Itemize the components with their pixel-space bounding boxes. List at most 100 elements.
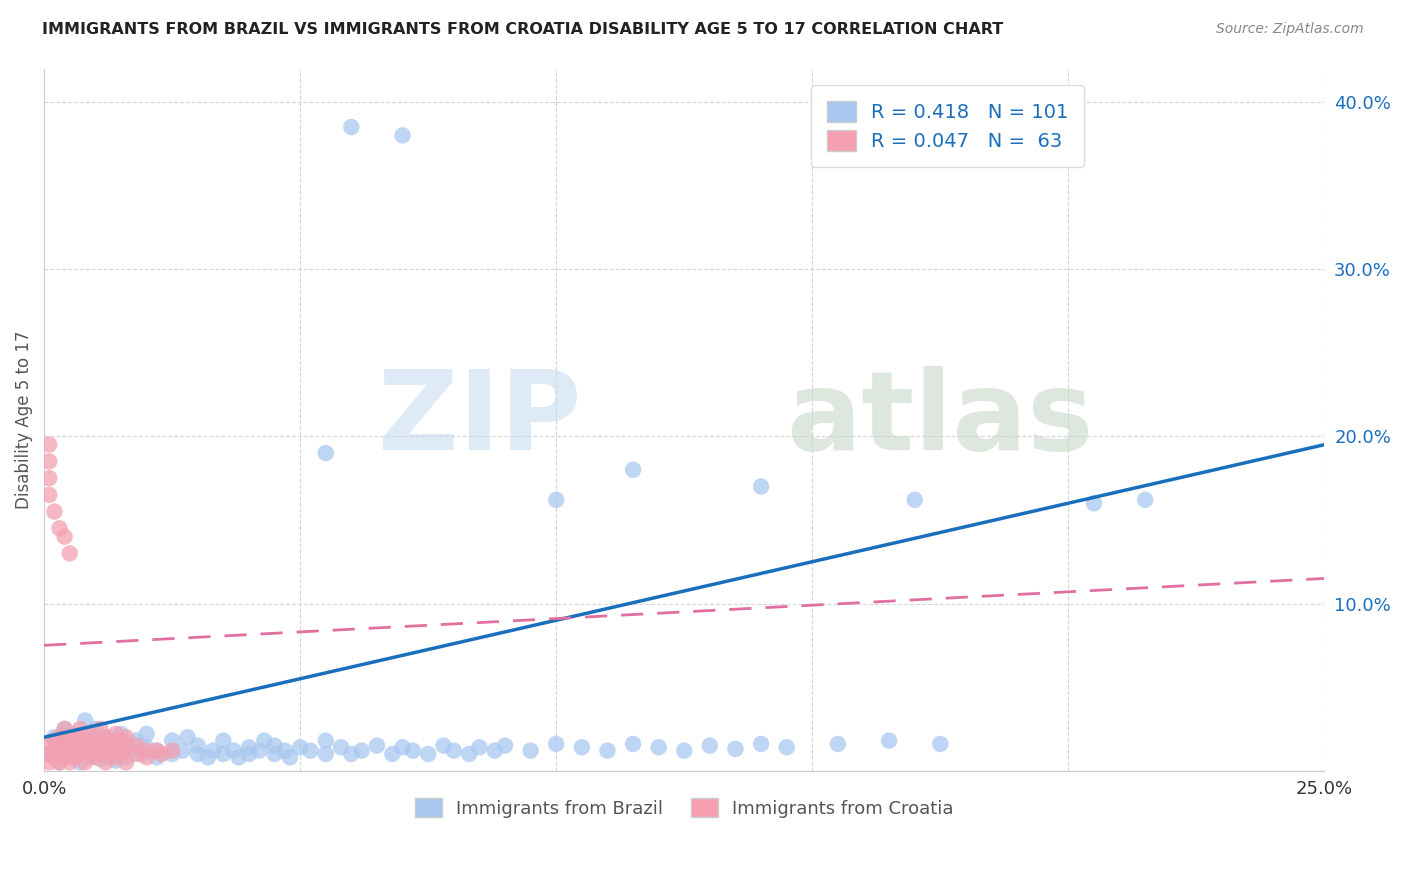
Point xyxy=(228,750,250,764)
Point xyxy=(299,744,322,758)
Point xyxy=(160,747,183,761)
Point xyxy=(53,722,76,736)
Point xyxy=(79,739,101,753)
Point xyxy=(315,747,337,761)
Point xyxy=(84,744,107,758)
Point xyxy=(115,756,138,770)
Point xyxy=(79,727,101,741)
Point xyxy=(53,750,76,764)
Point xyxy=(222,744,245,758)
Point xyxy=(135,727,157,741)
Point xyxy=(366,739,388,753)
Point xyxy=(596,744,619,758)
Point xyxy=(1133,492,1156,507)
Point xyxy=(48,756,70,770)
Point xyxy=(110,733,132,747)
Point xyxy=(135,740,157,755)
Point xyxy=(288,740,311,755)
Point xyxy=(94,731,117,745)
Point xyxy=(458,747,481,761)
Point xyxy=(621,463,644,477)
Point xyxy=(104,744,127,758)
Point xyxy=(69,747,91,761)
Point xyxy=(519,744,541,758)
Point xyxy=(135,744,157,758)
Point xyxy=(44,733,66,747)
Point xyxy=(263,739,285,753)
Point xyxy=(1032,120,1054,134)
Point xyxy=(110,744,132,758)
Point xyxy=(724,742,747,756)
Point xyxy=(38,488,60,502)
Point xyxy=(79,747,101,761)
Point xyxy=(110,747,132,761)
Point xyxy=(146,744,169,758)
Text: IMMIGRANTS FROM BRAZIL VS IMMIGRANTS FROM CROATIA DISABILITY AGE 5 TO 17 CORRELA: IMMIGRANTS FROM BRAZIL VS IMMIGRANTS FRO… xyxy=(42,22,1004,37)
Point xyxy=(79,750,101,764)
Point xyxy=(53,530,76,544)
Point xyxy=(647,740,669,755)
Point xyxy=(699,739,721,753)
Point xyxy=(418,747,440,761)
Point xyxy=(484,744,506,758)
Point xyxy=(59,750,82,764)
Point xyxy=(1083,496,1105,510)
Point xyxy=(44,731,66,745)
Point xyxy=(146,750,169,764)
Point xyxy=(100,733,122,747)
Point xyxy=(749,479,772,493)
Point xyxy=(115,731,138,745)
Point xyxy=(44,504,66,518)
Point xyxy=(44,750,66,764)
Point xyxy=(53,722,76,736)
Point xyxy=(63,747,86,761)
Point xyxy=(929,737,952,751)
Point xyxy=(69,739,91,753)
Point xyxy=(827,737,849,751)
Point xyxy=(253,733,276,747)
Point xyxy=(100,744,122,758)
Point xyxy=(125,733,148,747)
Point xyxy=(63,731,86,745)
Point xyxy=(48,521,70,535)
Point xyxy=(104,739,127,753)
Point xyxy=(63,744,86,758)
Point xyxy=(187,747,209,761)
Point xyxy=(100,747,122,761)
Point xyxy=(84,733,107,747)
Point xyxy=(274,744,297,758)
Point xyxy=(48,756,70,770)
Point xyxy=(44,750,66,764)
Point xyxy=(115,739,138,753)
Point xyxy=(59,733,82,747)
Point xyxy=(238,747,260,761)
Text: ZIP: ZIP xyxy=(378,366,582,473)
Point xyxy=(79,733,101,747)
Point xyxy=(131,747,153,761)
Point xyxy=(89,739,111,753)
Point xyxy=(38,438,60,452)
Point xyxy=(110,727,132,741)
Point xyxy=(48,747,70,761)
Point xyxy=(125,747,148,761)
Point xyxy=(75,744,97,758)
Point xyxy=(44,744,66,758)
Point xyxy=(135,750,157,764)
Point xyxy=(84,750,107,764)
Point xyxy=(381,747,404,761)
Point xyxy=(94,747,117,761)
Point xyxy=(104,727,127,741)
Point xyxy=(340,747,363,761)
Point xyxy=(330,740,353,755)
Point xyxy=(94,731,117,745)
Point xyxy=(84,744,107,758)
Point xyxy=(104,754,127,768)
Point xyxy=(84,722,107,736)
Point xyxy=(391,128,413,143)
Point xyxy=(100,750,122,764)
Point xyxy=(172,744,194,758)
Point xyxy=(202,744,225,758)
Point xyxy=(443,744,465,758)
Point xyxy=(877,733,900,747)
Point xyxy=(75,714,97,728)
